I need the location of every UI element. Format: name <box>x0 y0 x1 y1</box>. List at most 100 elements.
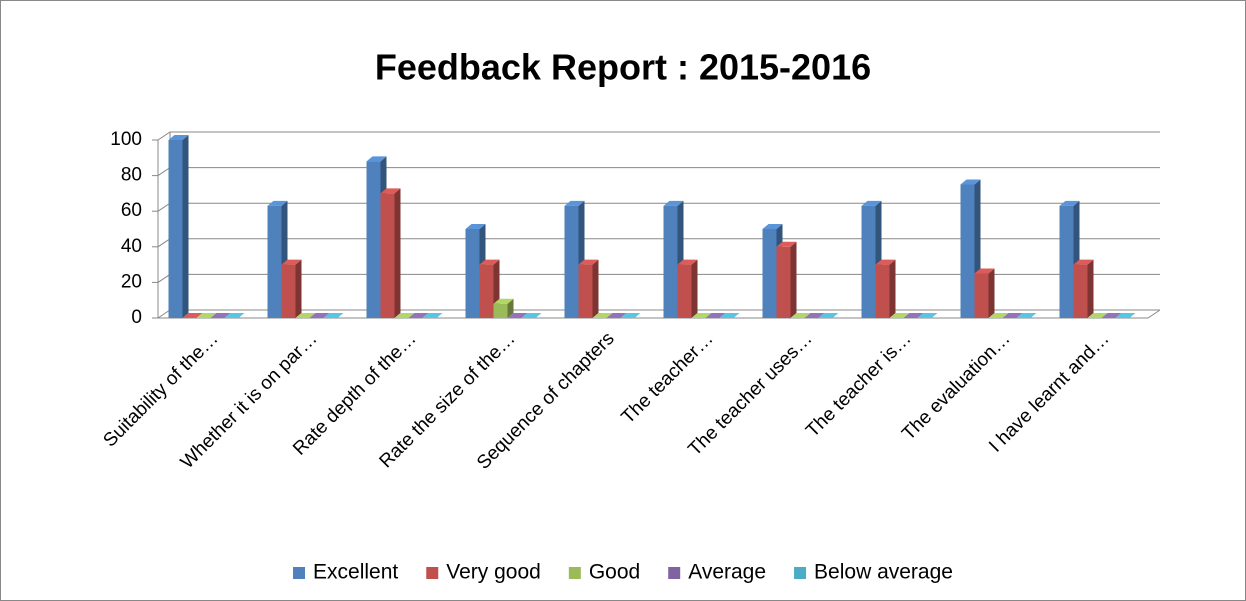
bar-top <box>776 241 797 247</box>
bar-top <box>465 224 486 229</box>
bar-top <box>168 135 189 140</box>
bar-side <box>394 188 401 318</box>
bar-top <box>1087 313 1108 318</box>
bar-top <box>719 313 740 318</box>
bar <box>578 259 599 318</box>
bar-front <box>168 140 183 318</box>
legend-label: Average <box>688 561 766 584</box>
bar-side <box>507 298 514 318</box>
bar <box>1016 313 1037 318</box>
bar-top <box>875 259 896 265</box>
bar-top <box>323 313 344 318</box>
bar-top <box>224 313 245 318</box>
bar <box>889 313 910 318</box>
bar <box>210 313 231 318</box>
bar-top <box>861 200 882 206</box>
bar <box>606 313 627 318</box>
bar-top <box>960 179 981 185</box>
bar-top <box>578 259 599 265</box>
bar-top <box>507 313 528 318</box>
legend-label: Below average <box>814 561 953 584</box>
bar <box>380 188 401 318</box>
bar-side <box>691 259 698 318</box>
bar <box>168 135 189 318</box>
bar-top <box>210 313 231 318</box>
bar-top <box>1002 313 1023 318</box>
bar-front <box>479 264 494 318</box>
bar <box>1087 313 1108 318</box>
y-tick-label: 100 <box>110 129 142 150</box>
bar <box>988 313 1009 318</box>
legend-label: Good <box>589 561 640 584</box>
bar <box>196 313 217 318</box>
bar <box>493 298 514 318</box>
bar <box>917 313 938 318</box>
bar-top <box>917 313 938 318</box>
bar <box>1101 313 1122 318</box>
bar-front <box>1059 205 1074 318</box>
legend-label: Very good <box>446 561 541 584</box>
bar <box>1073 259 1094 318</box>
chart-title: Feedback Report : 2015-2016 <box>375 47 871 88</box>
bar <box>677 259 698 318</box>
bar-top <box>988 313 1009 318</box>
bar <box>295 313 316 318</box>
bar-top <box>705 313 726 318</box>
bar-top <box>889 313 910 318</box>
bar-top <box>564 200 585 206</box>
bar-top <box>691 313 712 318</box>
bar <box>592 313 613 318</box>
bar-side <box>295 259 302 318</box>
bar-top <box>267 200 288 206</box>
bar <box>408 313 429 318</box>
bar <box>776 241 797 318</box>
y-tick-label: 80 <box>121 165 142 186</box>
bar <box>323 313 344 318</box>
bar-top <box>1059 200 1080 206</box>
bar-front <box>493 303 508 318</box>
bar-top <box>295 313 316 318</box>
bar-top <box>790 313 811 318</box>
bar-front <box>267 205 282 318</box>
bar-front <box>776 246 791 318</box>
bar <box>903 313 924 318</box>
bar-front <box>465 229 480 318</box>
bar <box>719 313 740 318</box>
bar <box>224 313 245 318</box>
legend-swatch <box>794 567 807 579</box>
bar-top <box>620 313 641 318</box>
bar-top <box>606 313 627 318</box>
bar-top <box>974 268 995 274</box>
bar-front <box>974 273 989 318</box>
bar <box>790 313 811 318</box>
bar-front <box>861 205 876 318</box>
bar-top <box>1115 313 1136 318</box>
bar <box>281 259 302 318</box>
grid-line <box>157 131 1160 141</box>
bar-side <box>889 259 896 318</box>
bar-top <box>366 156 387 162</box>
legend-swatch <box>668 567 681 579</box>
bar-side <box>790 241 797 318</box>
bar-top <box>493 298 514 304</box>
bar <box>309 313 330 318</box>
bar-top <box>422 313 443 318</box>
bar-front <box>677 264 692 318</box>
bar-top <box>677 259 698 265</box>
bar-top <box>1016 313 1037 318</box>
legend-swatch <box>568 567 581 579</box>
legend-label: Excellent <box>313 561 398 584</box>
y-tick-label: 0 <box>131 307 142 328</box>
bar-front <box>663 205 678 318</box>
bar-top <box>903 313 924 318</box>
bar-top <box>818 313 839 318</box>
bar-top <box>521 313 542 318</box>
bar <box>804 313 825 318</box>
bar-side <box>1087 259 1094 318</box>
legend-swatch <box>426 567 439 579</box>
bar-front <box>564 205 579 318</box>
bar-front <box>762 229 777 318</box>
bar <box>1002 313 1023 318</box>
